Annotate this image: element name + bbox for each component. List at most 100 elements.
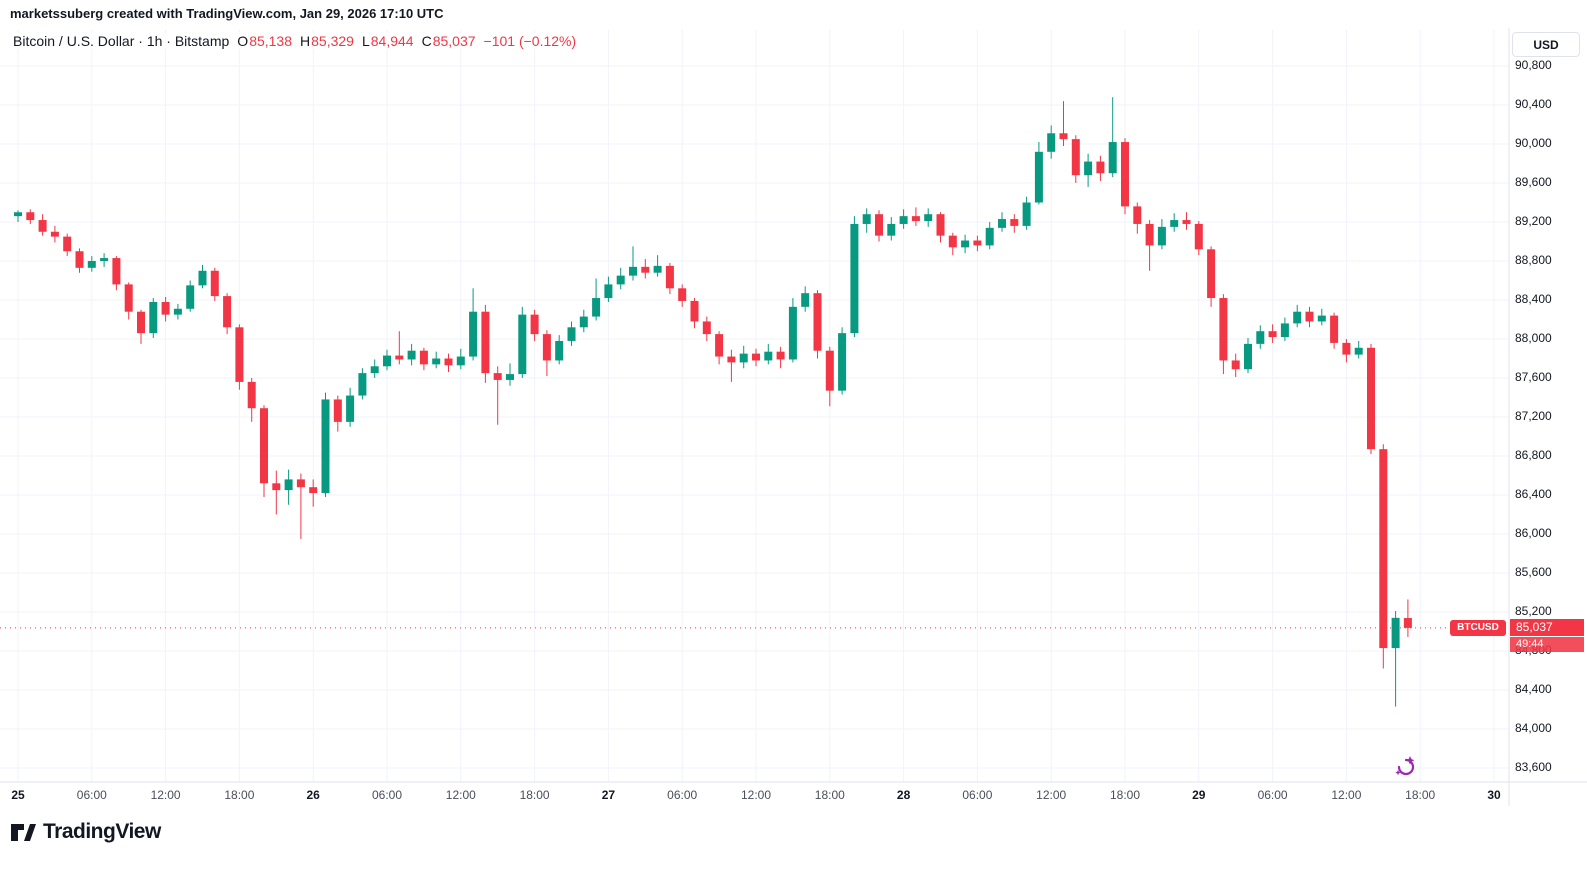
symbol-price-chip: BTCUSD [1450,619,1506,636]
candle [1330,312,1339,349]
candle [1244,338,1252,374]
candle [395,331,404,365]
tradingview-logo[interactable]: TradingView [10,820,161,844]
price-axis-label: 86,800 [1515,448,1552,462]
candle [1379,444,1388,669]
candle [124,282,133,320]
time-axis-label: 30 [1487,788,1501,802]
candle [469,288,478,361]
candle [936,212,945,243]
candle [1157,219,1166,250]
time-axis-label: 18:00 [224,788,255,802]
time-axis-label: 18:00 [1405,788,1436,802]
candle [161,297,170,322]
price-axis-label: 84,000 [1515,721,1552,735]
candle [149,298,158,339]
candle [247,378,256,422]
price-axis-label: 84,400 [1515,682,1552,696]
time-axis-label: 12:00 [1036,788,1067,802]
price-axis-label: 88,400 [1515,292,1552,306]
candle [100,253,109,267]
candle [727,349,736,382]
candle [1367,343,1375,455]
price-axis-label: 88,800 [1515,253,1552,267]
time-axis-label: 06:00 [962,788,993,802]
candle [1059,101,1068,146]
candle [346,387,355,427]
price-axis-label: 90,000 [1515,136,1552,150]
candle [1317,308,1326,326]
price-axis-label: 87,200 [1515,409,1552,423]
ohlc-change: −101 (−0.12%) [483,33,577,49]
candle [1071,135,1080,183]
candle [604,276,613,302]
candle [715,331,724,365]
ohlc-open-label: O [237,33,249,49]
candle [1219,294,1228,375]
candle [296,473,305,539]
candle [75,248,84,273]
candle [272,470,281,515]
candle [1354,340,1363,359]
candle [309,479,318,507]
price-axis-label: 87,600 [1515,370,1552,384]
candle [235,324,244,390]
candle [1182,212,1191,230]
last-price-badge: 85,037 [1510,618,1584,636]
time-axis-label: 18:00 [814,788,845,802]
candle [432,351,441,369]
candle [1010,214,1019,233]
time-axis-label: 27 [601,788,616,802]
candle [284,469,293,505]
candle [998,212,1006,232]
candle [493,366,502,425]
candle [1293,304,1302,328]
time-axis-label: 29 [1192,788,1206,802]
candle [1170,213,1179,232]
candle [137,309,145,344]
candle [764,343,773,365]
ohlc-high-value: 85,329 [311,33,354,49]
series-title[interactable]: Bitcoin / U.S. Dollar · 1h · Bitstamp [13,33,230,49]
candle [690,298,699,329]
price-axis-label: 85,200 [1515,604,1552,618]
time-axis-label: 06:00 [76,788,107,802]
candle [1096,155,1105,182]
symbol-header: Bitcoin / U.S. Dollar · 1h · Bitstamp O 8… [13,33,583,49]
candle [1391,611,1400,707]
candle [1034,142,1043,205]
candle [948,232,957,256]
candle [383,349,391,371]
candle [665,262,674,295]
candle [481,304,490,383]
candle [1194,221,1203,256]
candle [518,306,527,378]
candle [641,259,650,279]
candle [788,298,797,363]
candle [801,286,810,312]
time-axis-label: 06:00 [1257,788,1288,802]
candle [419,347,428,371]
candle [50,225,59,243]
candle [1342,339,1351,363]
candle [444,353,453,373]
time-axis-label: 25 [11,788,25,802]
time-axis-label: 12:00 [1331,788,1362,802]
price-axis-label: 83,600 [1515,760,1552,774]
candle [112,256,121,291]
candle [260,405,268,497]
ohlc-high-label: H [300,33,311,49]
attribution-text: marketssuberg created with TradingView.c… [10,6,444,21]
candle [1268,324,1277,343]
candle [63,233,72,257]
time-axis-label: 06:00 [371,788,403,802]
ohlc-close-label: C [421,33,432,49]
candle [924,208,933,227]
candle [1084,153,1093,187]
ohlc-low-value: 84,944 [370,33,414,49]
candle [370,359,379,378]
sparkle-icon[interactable] [1394,754,1418,783]
ohlc-close-value: 85,037 [432,33,476,49]
